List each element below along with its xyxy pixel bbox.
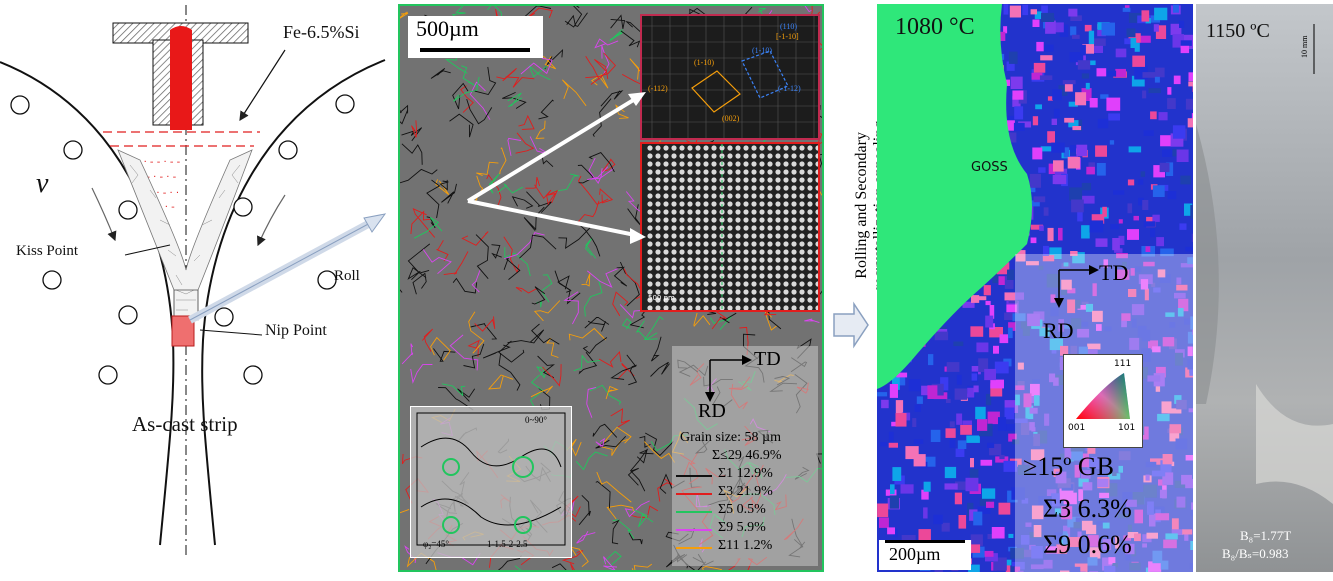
ebsd-scale-box: 200µm	[879, 540, 971, 570]
ebsd-map: 1080 °C GOSS TD RD 111 00	[877, 4, 1193, 572]
grain-size-label: Grain size: 58 µm	[680, 430, 781, 446]
gb-label: ≥15º GB	[1023, 452, 1114, 482]
ipf-101: 101	[1118, 423, 1135, 433]
legend-row: Σ1 12.9%	[672, 466, 818, 484]
strip-label: As-cast strip	[132, 412, 238, 437]
legend-label: Σ9 5.9%	[718, 520, 766, 536]
melt-stream	[170, 26, 192, 130]
axes-arrows	[672, 346, 818, 416]
odf-inset: φ₂=45° 1-1.5-2-2.5 0~90°	[410, 406, 572, 558]
legend-line	[676, 547, 712, 549]
caster-schematic: - - · - - · - - · - · - · - · · - · · - …	[0, 0, 398, 576]
ebsd-scale-bar	[885, 540, 965, 543]
legend-line	[676, 493, 712, 495]
legend-row: Σ5 0.5%	[672, 502, 818, 520]
legend-label: Σ5 0.5%	[718, 502, 766, 518]
sheet-photo: 1150 ºC 10 mm B₈=1.77T B₈/Bₛ=0.983	[1196, 4, 1333, 572]
caster-diagram: - - · - - · - - · - · - · - · · - · · - …	[0, 0, 398, 576]
ebsd-td-label: TD	[1099, 260, 1128, 286]
td-label: TD	[754, 348, 781, 371]
roll-label: Roll	[334, 268, 360, 285]
left-roll-curve	[0, 62, 173, 545]
bs-value: B₈=1.77T	[1240, 528, 1291, 544]
ipf-111: 111	[1114, 359, 1131, 369]
legend-label: Σ≤29 46.9%	[712, 448, 782, 464]
micrograph-panel: 500µm (-112) (1-10) (002) (1-10) (-1-12)…	[398, 4, 824, 572]
photo-texture	[1196, 4, 1333, 572]
nip-point-label: Nip Point	[265, 322, 327, 340]
rd-label: RD	[698, 400, 726, 423]
legend-label: Σ1 12.9%	[718, 466, 773, 482]
bs-ratio: B₈/Bₛ=0.983	[1222, 546, 1288, 562]
legend-row: Σ≤29 46.9%	[672, 448, 818, 466]
ebsd-grains	[877, 4, 1193, 572]
legend-box: TD RD Grain size: 58 µm Σ≤29 46.9% Σ1 12.…	[672, 346, 818, 566]
alloy-label: Fe-6.5%Si	[283, 22, 360, 43]
velocity-symbol: v	[36, 168, 48, 200]
legend-list: Σ≤29 46.9% Σ1 12.9% Σ3 21.9% Σ5 0.5% Σ9 5.9%…	[672, 448, 818, 556]
ebsd-temp: 1080 °C	[895, 14, 975, 41]
odf-contours	[411, 407, 571, 557]
ebsd-rd-label: RD	[1043, 318, 1074, 344]
sigma9-label: Σ9 0.6%	[1043, 530, 1132, 560]
legend-row: Σ11 1.2%	[672, 538, 818, 556]
ipf-key: 111 001 101	[1063, 354, 1143, 448]
goss-label: GOSS	[971, 160, 1008, 175]
photo-scale: 10 mm	[1300, 36, 1309, 58]
odf-levels: 1-1.5-2-2.5	[487, 539, 528, 549]
legend-line	[676, 475, 712, 477]
legend-row: Σ3 21.9%	[672, 484, 818, 502]
ipf-001: 001	[1068, 423, 1085, 433]
legend-row: Σ9 5.9%	[672, 520, 818, 538]
sigma3-label: Σ3 6.3%	[1043, 494, 1132, 524]
kiss-point-label: Kiss Point	[16, 243, 78, 260]
legend-label: Σ11 1.2%	[718, 538, 772, 554]
ebsd-scale-label: 200µm	[889, 544, 940, 565]
photo-temp: 1150 ºC	[1206, 20, 1270, 43]
legend-line	[676, 529, 712, 531]
legend-line	[676, 511, 712, 513]
process-label-1: Rolling and Secondary	[853, 121, 871, 290]
legend-label: Σ3 21.9%	[718, 484, 773, 500]
process-arrow	[830, 300, 870, 350]
odf-range: 0~90°	[525, 415, 547, 425]
odf-phi2: φ₂=45°	[423, 539, 449, 549]
